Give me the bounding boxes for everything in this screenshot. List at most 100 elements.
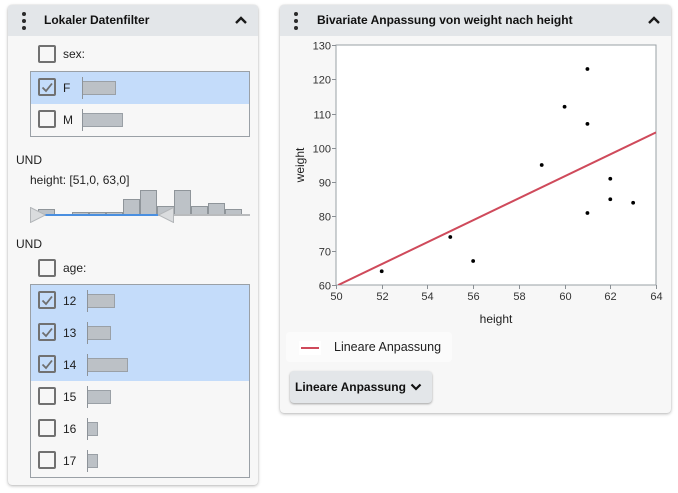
local-data-filter-panel: Lokaler Datenfilter sex: F M UND height:… xyxy=(8,5,258,485)
bar-axis xyxy=(87,418,88,440)
bar-axis xyxy=(87,386,88,408)
y-tick-label: 80 xyxy=(319,212,331,224)
legend: Lineare Anpassung xyxy=(286,332,452,362)
legend-label: Lineare Anpassung xyxy=(334,340,442,354)
item-label: M xyxy=(63,113,73,127)
y-tick-label: 100 xyxy=(313,144,331,156)
data-point xyxy=(608,176,613,181)
checkbox[interactable] xyxy=(38,355,56,373)
fit-panel-header: Bivariate Anpassung von weight nach heig… xyxy=(280,5,671,36)
data-point xyxy=(585,121,590,126)
count-bar xyxy=(88,326,111,340)
data-point xyxy=(471,259,476,263)
checkbox[interactable] xyxy=(38,387,56,405)
sex-listbox[interactable]: F M xyxy=(30,71,250,137)
checkbox[interactable] xyxy=(38,451,56,469)
x-tick-label: 52 xyxy=(376,291,388,303)
count-bar xyxy=(83,81,116,95)
x-tick-label: 62 xyxy=(604,291,616,303)
list-item-sex-f[interactable]: F xyxy=(31,72,249,104)
slider-max-handle[interactable] xyxy=(158,207,174,223)
fit-line-swatch-icon xyxy=(299,341,321,355)
checkbox[interactable] xyxy=(38,291,56,309)
linear-fit-menu-button[interactable]: Lineare Anpassung xyxy=(290,371,432,403)
count-bar xyxy=(88,390,111,404)
sex-select-all-checkbox[interactable] xyxy=(38,45,56,63)
slider-selected-range xyxy=(45,214,158,216)
count-bar xyxy=(88,454,98,468)
list-item-age-17[interactable]: 17 xyxy=(31,445,249,477)
checkbox[interactable] xyxy=(38,78,56,96)
y-tick-label: 90 xyxy=(319,178,331,190)
data-point xyxy=(448,235,453,239)
list-item-age-16[interactable]: 16 xyxy=(31,413,249,445)
filter-panel-header: Lokaler Datenfilter xyxy=(8,5,258,36)
checkbox[interactable] xyxy=(38,323,56,341)
item-label: 13 xyxy=(63,326,77,340)
list-item-age-14[interactable]: 14 xyxy=(31,349,249,381)
item-label: 12 xyxy=(63,294,77,308)
count-bar xyxy=(88,422,98,436)
and-connector: UND xyxy=(16,237,42,251)
sex-label: sex: xyxy=(63,47,86,61)
x-axis-label: height xyxy=(480,312,513,326)
age-label: age: xyxy=(63,261,87,275)
height-histogram xyxy=(38,183,250,215)
list-item-age-12[interactable]: 12 xyxy=(31,285,249,317)
histogram-bar xyxy=(140,190,157,215)
checkbox[interactable] xyxy=(38,419,56,437)
x-tick-label: 54 xyxy=(421,291,433,303)
histogram-bar xyxy=(106,212,123,215)
y-axis-label: weight xyxy=(293,147,307,183)
list-item-age-13[interactable]: 13 xyxy=(31,317,249,349)
count-bar xyxy=(83,113,123,127)
data-point xyxy=(585,211,590,215)
data-point xyxy=(562,104,567,109)
item-label: 15 xyxy=(63,390,77,404)
histogram-bar xyxy=(89,212,106,215)
item-label: F xyxy=(63,81,71,95)
y-tick-label: 60 xyxy=(319,281,331,293)
more-options-icon[interactable] xyxy=(22,12,26,30)
linear-fit-line xyxy=(337,131,656,285)
bar-axis xyxy=(87,322,88,344)
y-tick-label: 110 xyxy=(313,110,331,122)
count-bar xyxy=(88,294,115,308)
y-tick-label: 70 xyxy=(319,247,331,259)
histogram-bar xyxy=(72,212,89,215)
chevron-up-icon[interactable] xyxy=(647,15,661,25)
list-item-sex-m[interactable]: M xyxy=(31,104,249,136)
scatter-plot[interactable]: 60 70 80 90 100 110 120 130 50 52 54 56 58 60 62 64 heig… xyxy=(280,36,671,332)
bivariate-fit-panel: Bivariate Anpassung von weight nach heig… xyxy=(280,5,671,413)
count-bar xyxy=(88,358,128,372)
age-listbox[interactable]: 12 13 14 15 16 xyxy=(30,284,250,478)
chevron-down-icon xyxy=(410,383,422,391)
list-item-age-15[interactable]: 15 xyxy=(31,381,249,413)
more-options-icon[interactable] xyxy=(294,12,298,30)
and-connector: UND xyxy=(16,153,42,167)
chevron-up-icon[interactable] xyxy=(234,15,248,25)
x-tick-label: 64 xyxy=(650,291,662,303)
y-tick-label: 130 xyxy=(313,41,331,53)
histogram-bar xyxy=(191,206,208,215)
bar-axis xyxy=(87,354,88,376)
x-tick-label: 50 xyxy=(330,291,342,303)
bar-axis xyxy=(87,290,88,312)
histogram-bar xyxy=(225,209,242,215)
histogram-bar xyxy=(208,203,225,215)
data-point xyxy=(539,163,544,167)
data-point xyxy=(585,67,590,71)
x-tick-label: 58 xyxy=(513,291,525,303)
item-label: 16 xyxy=(63,422,77,436)
age-select-all-checkbox[interactable] xyxy=(38,259,56,277)
item-label: 17 xyxy=(63,454,77,468)
filter-panel-title: Lokaler Datenfilter xyxy=(44,13,150,27)
slider-min-handle[interactable] xyxy=(30,207,46,223)
checkbox[interactable] xyxy=(38,110,56,128)
histogram-bar xyxy=(123,199,140,215)
menu-button-label: Lineare Anpassung xyxy=(295,380,406,394)
data-point xyxy=(379,269,384,274)
x-tick-label: 56 xyxy=(467,291,479,303)
bar-axis xyxy=(82,77,83,99)
y-tick-label: 120 xyxy=(313,75,331,87)
